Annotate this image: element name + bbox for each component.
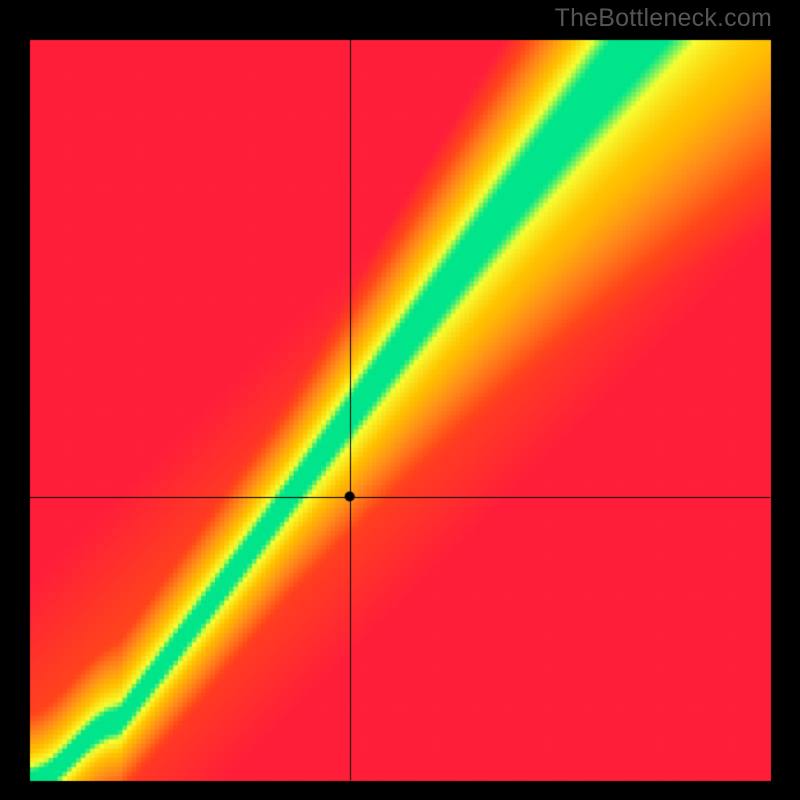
watermark-text: TheBottleneck.com [555,4,772,33]
bottleneck-heatmap-canvas [0,0,800,800]
chart-frame: { "watermark": { "text": "TheBottleneck.… [0,0,800,800]
